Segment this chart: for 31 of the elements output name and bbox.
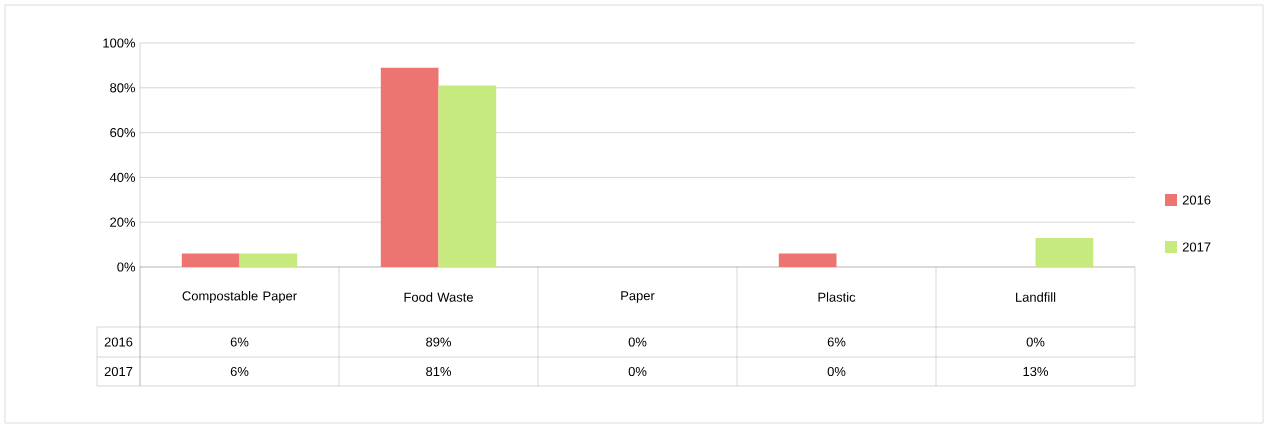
y-tick-label: 0% (117, 262, 136, 272)
x-tick-label: Compostable Paper (182, 290, 297, 304)
bar (181, 253, 240, 267)
data-label: 0% (827, 366, 846, 377)
data-label: 0% (628, 337, 647, 347)
data-label: 89% (426, 337, 452, 347)
legend-label: 2017 (1182, 242, 1211, 252)
data-label: 0% (1026, 337, 1045, 347)
y-tick-label: 60% (110, 128, 136, 138)
bar (239, 253, 298, 267)
x-tick-label: Food Waste (404, 292, 473, 302)
x-tick-label: Plastic (818, 292, 856, 302)
y-tick-label: 20% (110, 217, 136, 227)
data-label: 6% (230, 366, 249, 377)
data-label: 6% (230, 337, 249, 347)
bar (1035, 237, 1094, 267)
y-tick-label: 40% (109, 172, 136, 182)
text: 2017 (104, 366, 133, 377)
bar (438, 85, 497, 267)
x-tick-label: Paper (621, 291, 655, 303)
bar (778, 253, 837, 267)
y-tick-label: 80% (110, 83, 136, 93)
data-label: 0% (628, 366, 647, 377)
bar (380, 67, 439, 267)
y-tick-label: 100% (103, 38, 136, 48)
x-tick-label: Landfill (1016, 292, 1056, 302)
text: 2016 (104, 337, 133, 347)
data-label: 13% (1023, 366, 1049, 377)
data-label: 6% (827, 337, 846, 347)
data-label: 81% (426, 366, 452, 377)
legend-label: 2016 (1182, 195, 1211, 205)
